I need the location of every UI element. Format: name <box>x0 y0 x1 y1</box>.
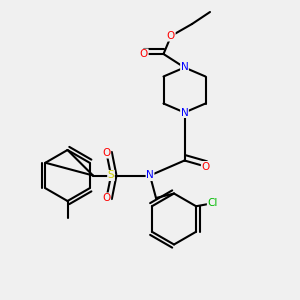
Text: O: O <box>102 193 111 203</box>
Text: N: N <box>181 62 188 73</box>
Text: O: O <box>201 161 210 172</box>
Text: S: S <box>108 170 114 181</box>
Text: N: N <box>181 107 188 118</box>
Text: N: N <box>146 170 154 181</box>
Text: Cl: Cl <box>207 198 218 208</box>
Text: O: O <box>167 31 175 41</box>
Text: O: O <box>140 49 148 59</box>
Text: O: O <box>102 148 111 158</box>
